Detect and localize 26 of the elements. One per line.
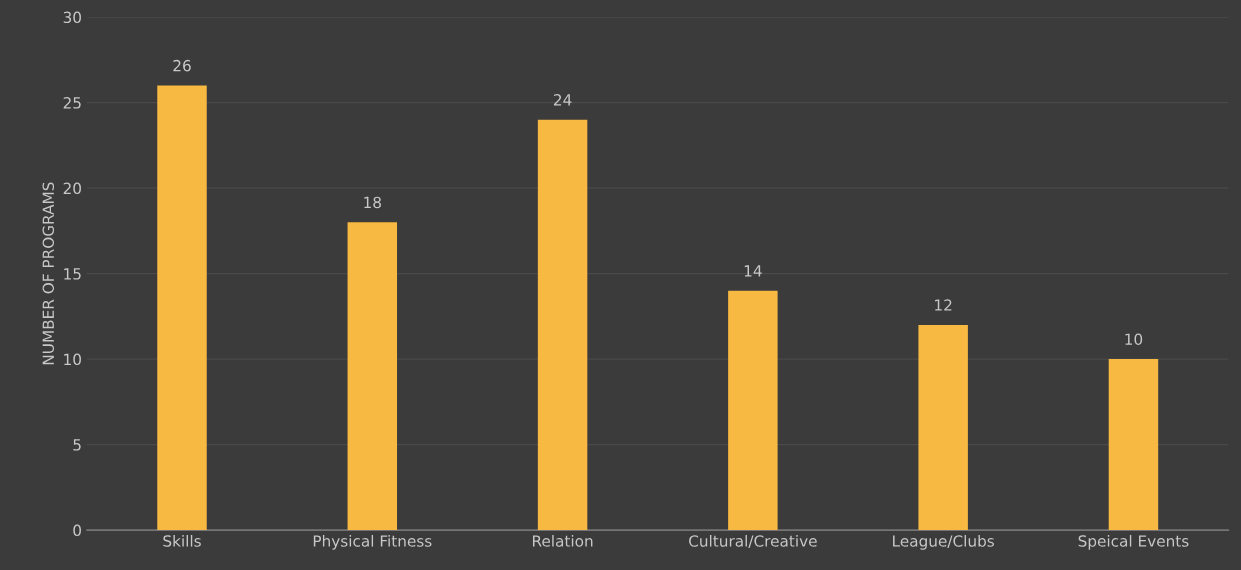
bar (728, 290, 778, 531)
y-axis-title: NUMBER OF PROGRAMS (42, 182, 55, 365)
y-tick-label: 30 (63, 11, 81, 24)
bar (347, 222, 398, 531)
bar (1108, 359, 1159, 531)
bar (157, 85, 207, 531)
y-tick-label: 25 (63, 97, 81, 109)
x-tick-label: Relation (532, 534, 593, 547)
data-label: 14 (744, 265, 762, 277)
x-tick-label: Skills (163, 534, 201, 547)
data-label: 12 (935, 299, 952, 311)
data-label: 24 (553, 94, 572, 106)
bar (918, 324, 968, 531)
y-tick-label: 10 (64, 353, 81, 366)
y-tick-label: 5 (73, 439, 81, 451)
x-tick-label: Speical Events (1078, 534, 1189, 550)
x-tick-label: Physical Fitness (313, 534, 432, 550)
y-tick-label: 20 (63, 182, 81, 195)
data-label: 10 (1125, 333, 1143, 346)
x-tick-label: Cultural/Creative (689, 534, 817, 548)
y-tick-label: 15 (64, 268, 81, 280)
data-label: 26 (173, 59, 191, 72)
data-label: 18 (364, 196, 381, 209)
x-tick-label: League/Clubs (893, 534, 995, 550)
y-tick-label: 0 (73, 524, 81, 537)
bar (537, 119, 588, 531)
